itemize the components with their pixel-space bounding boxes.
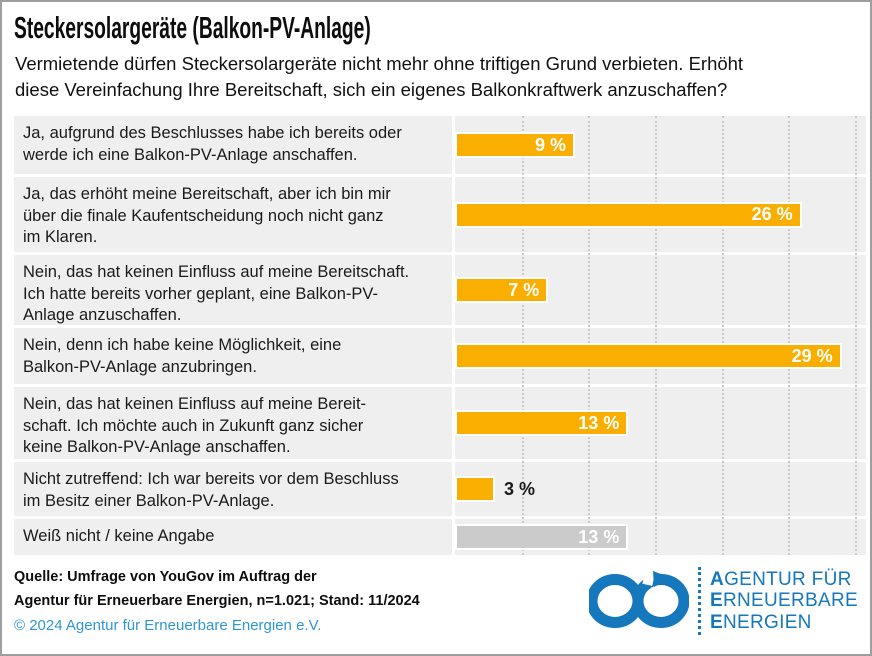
bar-value-label: 29 % xyxy=(791,345,833,366)
infinity-arrow-icon xyxy=(589,571,690,628)
value-bar: 9 % xyxy=(455,132,575,158)
category-label: Weiß nicht / keine Angabe xyxy=(23,527,215,545)
bar-cell: 13 % xyxy=(452,519,866,555)
source-line-1: Quelle: Umfrage von YouGov im Auftrag de… xyxy=(14,569,317,585)
chart-row-6: Nicht zutreffend: Ich war bereits vor de… xyxy=(14,462,866,516)
bar-cell: 7 % xyxy=(452,255,866,325)
bar-cell: 3 % xyxy=(452,462,866,516)
bar-cell: 26 % xyxy=(452,177,866,252)
category-label: Nein, das hat keinen Einfluss auf meine … xyxy=(23,263,410,324)
bar-cell: 29 % xyxy=(452,328,866,384)
chart-row-1: Ja, aufgrund des Beschlusses habe ich be… xyxy=(14,116,866,174)
bar-value-label: 13 % xyxy=(578,412,620,433)
category-label: Ja, das erhöht meine Bereitschaft, aber … xyxy=(23,185,391,246)
footer: Quelle: Umfrage von YouGov im Auftrag de… xyxy=(2,555,870,635)
value-bar xyxy=(455,476,495,502)
category-label: Nicht zutreffend: Ich war bereits vor de… xyxy=(23,470,399,510)
logo-text-line: ENERGIEN xyxy=(710,611,812,633)
bar-cell: 13 % xyxy=(452,387,866,459)
value-bar: 13 % xyxy=(455,410,629,436)
logo-divider-dotted-line xyxy=(698,567,702,635)
bar-cell: 9 % xyxy=(452,116,866,174)
logo-wordmark: AGENTUR FÜR ERNEUERBARE ENERGIEN xyxy=(710,569,858,634)
page-subtitle: Vermietende dürfen Steckersolargeräte ni… xyxy=(15,53,744,100)
chart-rows: Ja, aufgrund des Beschlusses habe ich be… xyxy=(14,116,866,555)
value-bar: 26 % xyxy=(455,201,802,228)
bar-value-label: 7 % xyxy=(508,279,540,300)
copyright-text: © 2024 Agentur für Erneuerbare Energien … xyxy=(14,617,322,634)
bar-value-label: 3 % xyxy=(504,478,536,499)
category-label: Ja, aufgrund des Beschlusses habe ich be… xyxy=(23,124,402,164)
bar-value-label: 13 % xyxy=(578,526,620,547)
chart-row-5: Nein, das hat keinen Einfluss auf meine … xyxy=(14,387,866,459)
chart-panel: Ja, aufgrund des Beschlusses habe ich be… xyxy=(14,116,866,555)
category-label: Nein, das hat keinen Einfluss auf meine … xyxy=(23,395,367,456)
logo-text-line: AGENTUR FÜR xyxy=(710,568,852,590)
agency-logo: AGENTUR FÜR ERNEUERBARE ENERGIEN xyxy=(589,567,858,635)
chart-row-2: Ja, das erhöht meine Bereitschaft, aber … xyxy=(14,177,866,252)
value-bar: 13 % xyxy=(455,524,629,550)
page-title: Steckersolargeräte (Balkon-PV-Anlage) xyxy=(14,10,371,45)
logo-text-line: ERNEUERBARE xyxy=(710,590,858,612)
chart-row-7: Weiß nicht / keine Angabe 13 % xyxy=(14,519,866,555)
bar-value-label: 9 % xyxy=(534,134,566,155)
source-block: Quelle: Umfrage von YouGov im Auftrag de… xyxy=(14,565,420,634)
category-label: Nein, denn ich habe keine Möglichkeit, e… xyxy=(23,336,342,376)
value-bar: 7 % xyxy=(455,277,549,303)
value-bar: 29 % xyxy=(455,343,842,369)
bar-value-label: 26 % xyxy=(751,204,793,224)
source-line-2: Agentur für Erneuerbare Energien, n=1.02… xyxy=(14,593,420,609)
chart-row-3: Nein, das hat keinen Einfluss auf meine … xyxy=(14,255,866,325)
header: Steckersolargeräte (Balkon-PV-Anlage) Ve… xyxy=(2,2,870,103)
chart-row-4: Nein, denn ich habe keine Möglichkeit, e… xyxy=(14,328,866,384)
